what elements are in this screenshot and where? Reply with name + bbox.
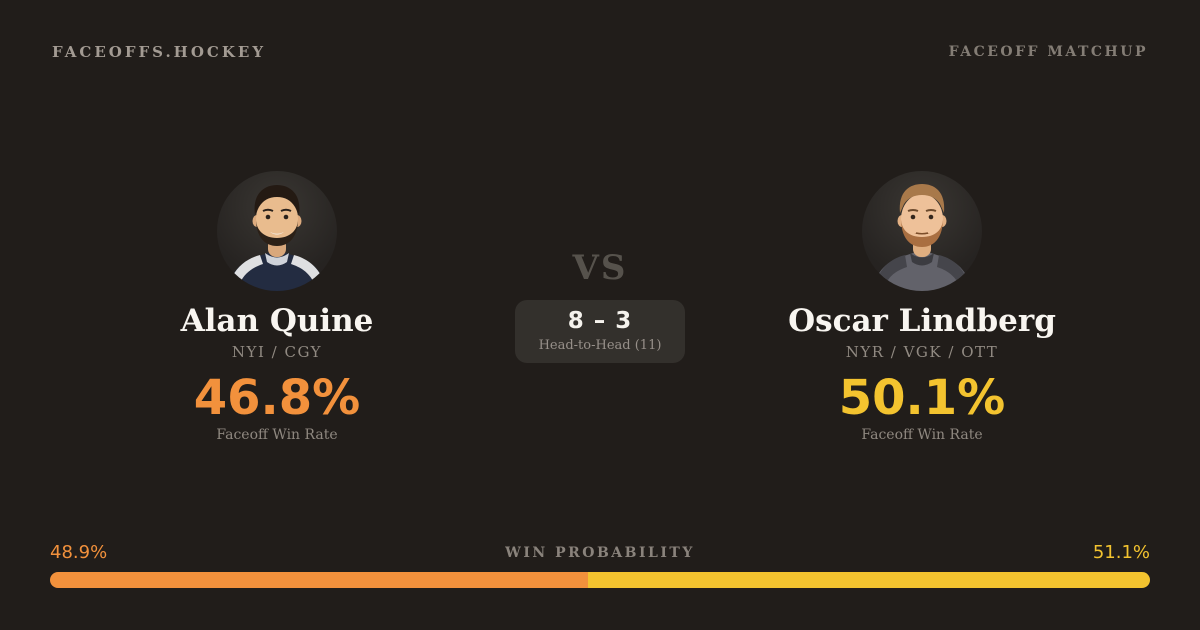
player-teams: NYI / CGY: [231, 343, 323, 362]
head-to-head-score: 8 – 3: [567, 308, 633, 335]
vs-label: VS: [572, 248, 628, 288]
player-card-right: Oscar Lindberg NYR / VGK / OTT 50.1% Fac…: [742, 171, 1102, 443]
left-probability-value: 48.9%: [50, 542, 108, 563]
page-label: FACEOFF MATCHUP: [948, 44, 1148, 60]
player-avatar-left: [217, 171, 337, 291]
player-name: Oscar Lindberg: [788, 303, 1056, 339]
win-rate-value: 50.1%: [838, 370, 1006, 427]
win-rate-label: Faceoff Win Rate: [216, 426, 338, 443]
brand-logo: FACEOFFS.HOCKEY: [52, 43, 267, 61]
matchup-center: VS 8 – 3 Head-to-Head (11): [450, 248, 750, 363]
head-to-head-box: 8 – 3 Head-to-Head (11): [514, 300, 686, 363]
head-to-head-label: Head-to-Head (11): [538, 337, 662, 353]
player-card-left: Alan Quine NYI / CGY 46.8% Faceoff Win R…: [97, 171, 457, 443]
player-teams: NYR / VGK / OTT: [845, 343, 999, 362]
player-photo-icon: [872, 184, 972, 291]
probability-bar: [50, 572, 1150, 588]
win-probability-labels: 48.9% WIN PROBABILITY 51.1%: [50, 542, 1150, 563]
right-probability-value: 51.1%: [1092, 542, 1150, 563]
player-avatar-right: [862, 171, 982, 291]
probability-bar-right-segment: [587, 572, 1150, 588]
player-photo-icon: [227, 185, 327, 291]
player-name: Alan Quine: [180, 303, 374, 339]
probability-bar-left-segment: [50, 572, 588, 588]
win-probability-label: WIN PROBABILITY: [505, 545, 695, 561]
win-rate-label: Faceoff Win Rate: [861, 426, 983, 443]
win-rate-value: 46.8%: [193, 370, 361, 427]
